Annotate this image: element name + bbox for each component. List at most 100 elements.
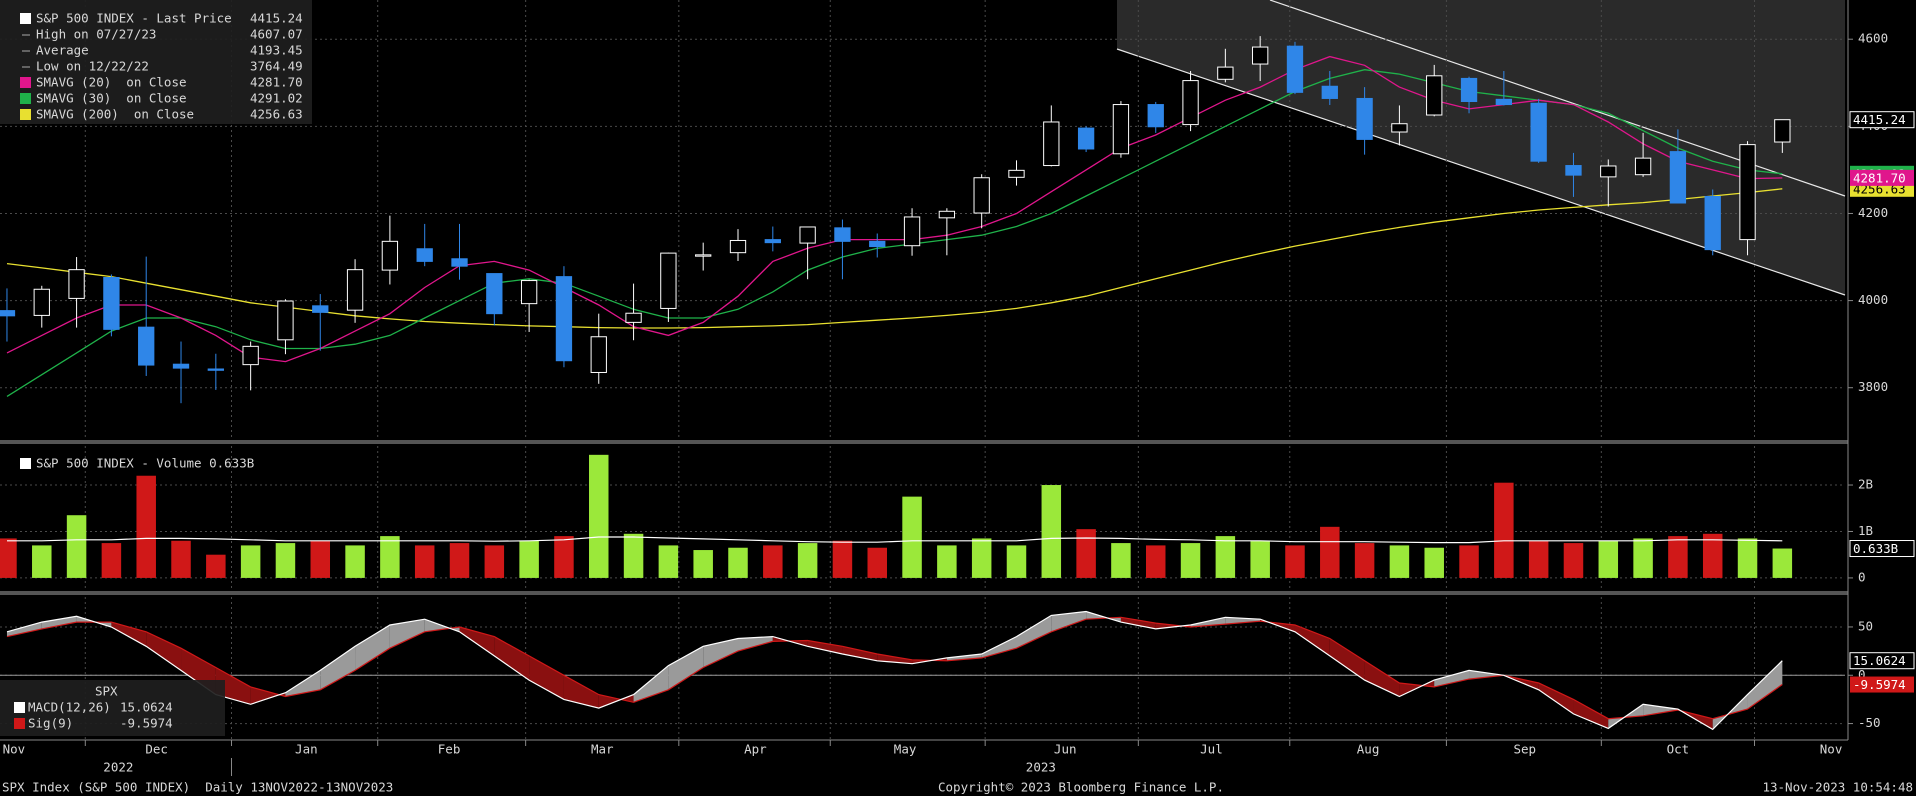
y-tick-label: 50 — [1858, 618, 1873, 633]
volume-bar — [1598, 540, 1619, 578]
volume-bar — [1633, 538, 1653, 578]
candle-body — [68, 269, 85, 299]
volume-bar — [1528, 540, 1549, 578]
legend: S&P 500 INDEX - Last Price 4415.24 High on… — [20, 11, 303, 122]
macd-fill — [668, 646, 704, 690]
volume-bar — [1354, 543, 1375, 578]
y-tick-label: 0 — [1858, 569, 1866, 584]
x-tick-label: Oct — [1667, 742, 1690, 757]
value-box — [1849, 652, 1915, 670]
candle-body — [346, 269, 364, 311]
legend-label: Low on 12/22/22 — [36, 59, 149, 74]
legend-box — [0, 680, 225, 736]
candle-body — [869, 240, 886, 248]
value-box-label: 15.0624 — [1853, 653, 1906, 668]
macd-fill — [494, 636, 530, 681]
macd-fill — [842, 646, 878, 661]
macd-fill — [355, 625, 390, 671]
candle-body — [416, 248, 433, 262]
candle-body — [729, 239, 747, 254]
x-tick-label: Nov — [3, 742, 26, 757]
volume-bar — [101, 543, 122, 578]
candle-body — [660, 252, 677, 309]
volume-bar — [1006, 545, 1027, 578]
macd-fill — [703, 638, 738, 668]
macd-fill — [1643, 704, 1678, 716]
macd-fill — [320, 646, 356, 690]
candle-body — [207, 368, 224, 371]
volume-bar — [519, 540, 539, 578]
candle-body — [520, 280, 538, 305]
legend-box — [0, 0, 312, 124]
footer-center: Copyright© 2023 Bloomberg Finance L.P. — [938, 780, 1224, 795]
volume-bar — [1424, 547, 1444, 578]
candle-body — [590, 336, 607, 373]
year-label: 2022 — [103, 760, 133, 775]
volume-bar — [0, 538, 17, 578]
legend-value: 4291.02 — [250, 91, 303, 106]
legend-value: 15.0624 — [120, 700, 173, 715]
value-box — [1850, 676, 1914, 693]
value-box-label: 4415.24 — [1853, 112, 1906, 127]
y-tick-label: 3800 — [1858, 379, 1888, 394]
candle-body — [1426, 75, 1443, 116]
panel-separator — [0, 440, 1848, 444]
volume-bar — [1111, 543, 1131, 578]
volume-bar — [1389, 545, 1410, 578]
legend-value: 3764.49 — [250, 59, 303, 74]
volume-bar — [449, 543, 470, 578]
legend-swatch — [20, 13, 31, 24]
candle-body — [1252, 46, 1269, 65]
y-tick-label: 4200 — [1858, 205, 1888, 220]
volume-bar — [484, 545, 505, 578]
y-tick-label: 1B — [1858, 523, 1873, 538]
volume-bar — [1215, 536, 1236, 578]
macd-fill — [1329, 638, 1365, 681]
candle-body — [1008, 169, 1025, 178]
candle-body — [451, 258, 468, 267]
candle-body — [1634, 157, 1652, 176]
x-tick-label: Dec — [145, 742, 168, 757]
macd-fill — [111, 622, 147, 647]
candle-body — [1774, 119, 1791, 143]
candle-body — [1565, 165, 1582, 176]
volume-bar — [1180, 543, 1201, 578]
candle-body — [834, 227, 851, 242]
macd-fill — [981, 636, 1017, 658]
legend-label: SMAVG (20) on Close — [36, 75, 187, 90]
legend-label: S&P 500 INDEX - Last Price — [36, 11, 232, 26]
footer-left: SPX Index (S&P 500 INDEX) Daily 13NOV202… — [2, 780, 393, 795]
legend-value: -9.5974 — [120, 716, 173, 731]
y-tick-label: -50 — [1858, 715, 1881, 730]
value-box — [1849, 111, 1915, 129]
macd-fill — [1120, 617, 1156, 629]
macd-fill — [1538, 682, 1574, 714]
legend-swatch — [20, 77, 31, 88]
volume-bar — [32, 545, 52, 578]
macd-fill — [563, 675, 599, 709]
x-tick-label: Sep — [1513, 742, 1536, 757]
legend-value: 4607.07 — [250, 27, 303, 42]
volume-bar — [1563, 543, 1584, 578]
value-box — [1849, 540, 1915, 558]
candle-body — [625, 312, 642, 323]
volume-bar — [1772, 548, 1793, 578]
candle-body — [172, 363, 190, 369]
legend-value: 4281.70 — [250, 75, 303, 90]
macd-fill — [1747, 660, 1783, 710]
legend-title: SPX — [95, 684, 118, 699]
volume-bar — [1668, 536, 1688, 578]
macd-fill — [389, 619, 425, 649]
sma-line — [6, 69, 1783, 397]
candle-body — [1356, 97, 1373, 140]
legend-label: Sig(9) — [28, 716, 73, 731]
volume-bar — [867, 547, 887, 578]
candle-body — [1321, 85, 1338, 99]
volume-bar — [1285, 545, 1305, 578]
volume-bar — [66, 515, 87, 578]
legend-swatch — [20, 109, 31, 120]
macd-fill — [285, 670, 321, 697]
candle-body — [938, 210, 956, 219]
macd-fill — [1434, 670, 1470, 687]
